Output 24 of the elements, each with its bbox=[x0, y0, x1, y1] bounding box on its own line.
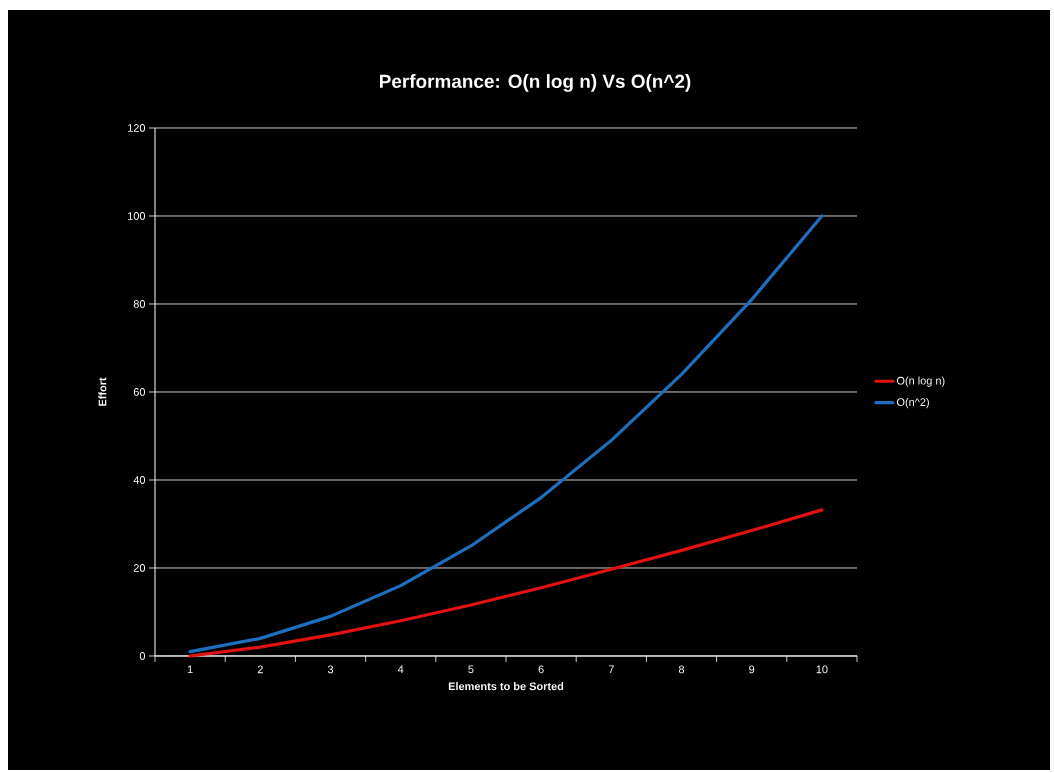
x-tick-label: 3 bbox=[327, 665, 334, 674]
x-tick-label: 8 bbox=[678, 665, 685, 674]
x-tick-label: 6 bbox=[538, 665, 544, 674]
x-tick-label: 4 bbox=[397, 665, 404, 674]
x-tick-label: 1 bbox=[187, 665, 193, 674]
chart-title: Performance: O(n log n) Vs O(n^2) bbox=[380, 74, 691, 92]
y-tick-label: 100 bbox=[128, 212, 146, 220]
x-axis-title: Elements to be Sorted bbox=[448, 682, 564, 691]
y-tick-label: 0 bbox=[139, 652, 146, 660]
y-axis-title: Effort bbox=[98, 377, 107, 406]
line-series bbox=[188, 508, 824, 658]
x-tick-label: 2 bbox=[257, 665, 263, 674]
y-tick-label: 80 bbox=[133, 300, 146, 308]
x-tick-label: 10 bbox=[816, 665, 828, 674]
y-tick-label: 20 bbox=[133, 564, 146, 572]
line-series bbox=[188, 214, 824, 654]
y-tick-label: 60 bbox=[133, 388, 146, 396]
legend-label: O(n^2) bbox=[896, 397, 929, 409]
y-tick-label: 40 bbox=[133, 476, 146, 484]
x-tick-label: 7 bbox=[608, 665, 614, 674]
legend-label: O(n log n) bbox=[896, 376, 945, 387]
x-tick-label: 9 bbox=[749, 665, 755, 674]
x-tick-label: 5 bbox=[468, 665, 474, 674]
y-tick-label: 120 bbox=[128, 124, 146, 132]
